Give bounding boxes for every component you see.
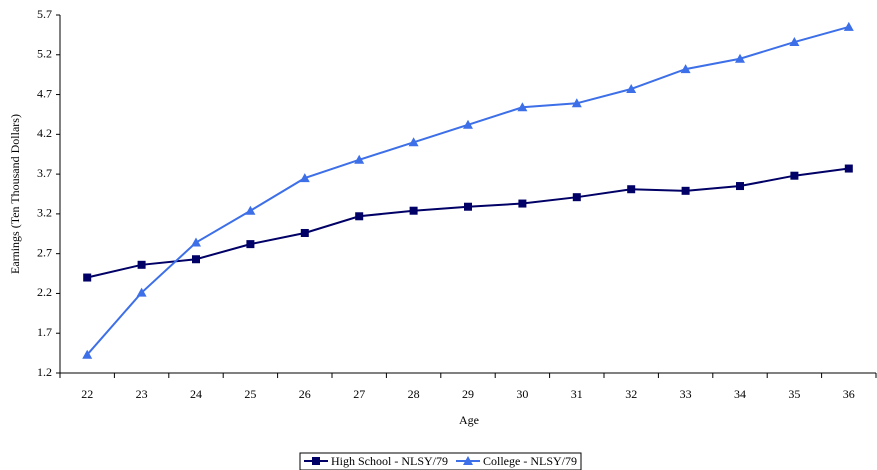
- series-line: [86, 167, 849, 279]
- data-point: [354, 154, 365, 164]
- data-point: [735, 53, 745, 63]
- data-point: [844, 164, 853, 173]
- x-tick-label: 27: [353, 387, 365, 401]
- y-tick-label: 1.2: [37, 365, 52, 379]
- series-line: [86, 25, 850, 356]
- y-tick-label: 2.7: [37, 245, 52, 259]
- data-point: [408, 137, 419, 147]
- data-point: [571, 98, 582, 108]
- x-axis-label: Age: [459, 413, 479, 427]
- data-point: [192, 255, 200, 264]
- data-point: [245, 205, 256, 215]
- data-point: [463, 119, 473, 129]
- data-point: [191, 237, 201, 247]
- legend-label: College - NLSY/79: [483, 454, 577, 468]
- y-tick-label: 4.7: [37, 86, 52, 100]
- x-tick-label: 25: [244, 387, 256, 401]
- legend-label: High School - NLSY/79: [331, 454, 448, 468]
- y-tick-label: 3.7: [37, 166, 52, 180]
- x-tick-label: 36: [843, 387, 855, 401]
- data-point: [300, 228, 309, 237]
- y-tick-label: 3.2: [37, 206, 52, 220]
- x-tick-label: 24: [190, 387, 202, 401]
- data-point: [246, 240, 255, 249]
- x-tick-label: 29: [462, 387, 474, 401]
- data-point: [518, 199, 527, 208]
- y-tick-label: 5.7: [37, 7, 52, 21]
- legend: High School - NLSY/79 College - NLSY/79: [299, 452, 582, 470]
- y-tick-label: 4.2: [37, 126, 52, 140]
- data-point: [136, 287, 147, 297]
- x-tick-label: 26: [299, 387, 311, 401]
- data-point: [409, 206, 418, 215]
- legend-marker: [312, 457, 320, 465]
- data-point: [464, 202, 472, 211]
- x-tick-label: 22: [81, 387, 93, 401]
- legend-marker: [463, 456, 473, 465]
- data-point: [572, 193, 581, 202]
- data-point: [681, 186, 690, 195]
- x-tick-label: 33: [680, 387, 692, 401]
- y-tick-label: 5.2: [37, 47, 52, 61]
- x-tick-label: 23: [136, 387, 148, 401]
- y-tick-label: 2.2: [37, 285, 52, 299]
- data-point: [736, 182, 744, 191]
- x-tick-label: 30: [516, 387, 528, 401]
- x-tick-label: 32: [625, 387, 637, 401]
- data-point: [82, 349, 93, 359]
- legend-box: [299, 452, 582, 470]
- y-axis-label: Earnings (Ten Thousand Dollars): [8, 114, 22, 274]
- data-point: [789, 37, 800, 47]
- data-point: [299, 173, 310, 183]
- x-tick-label: 31: [571, 387, 583, 401]
- data-point: [137, 260, 146, 269]
- data-point: [843, 21, 854, 31]
- data-point: [627, 185, 636, 194]
- x-tick-label: 28: [408, 387, 420, 401]
- data-point: [626, 83, 637, 93]
- x-tick-label: 34: [734, 387, 746, 401]
- y-tick-label: 1.7: [37, 325, 52, 339]
- data-point: [517, 102, 528, 112]
- data-point: [83, 273, 92, 282]
- x-tick-label: 35: [788, 387, 800, 401]
- data-point: [680, 64, 691, 74]
- data-point: [355, 212, 364, 221]
- data-point: [790, 171, 799, 180]
